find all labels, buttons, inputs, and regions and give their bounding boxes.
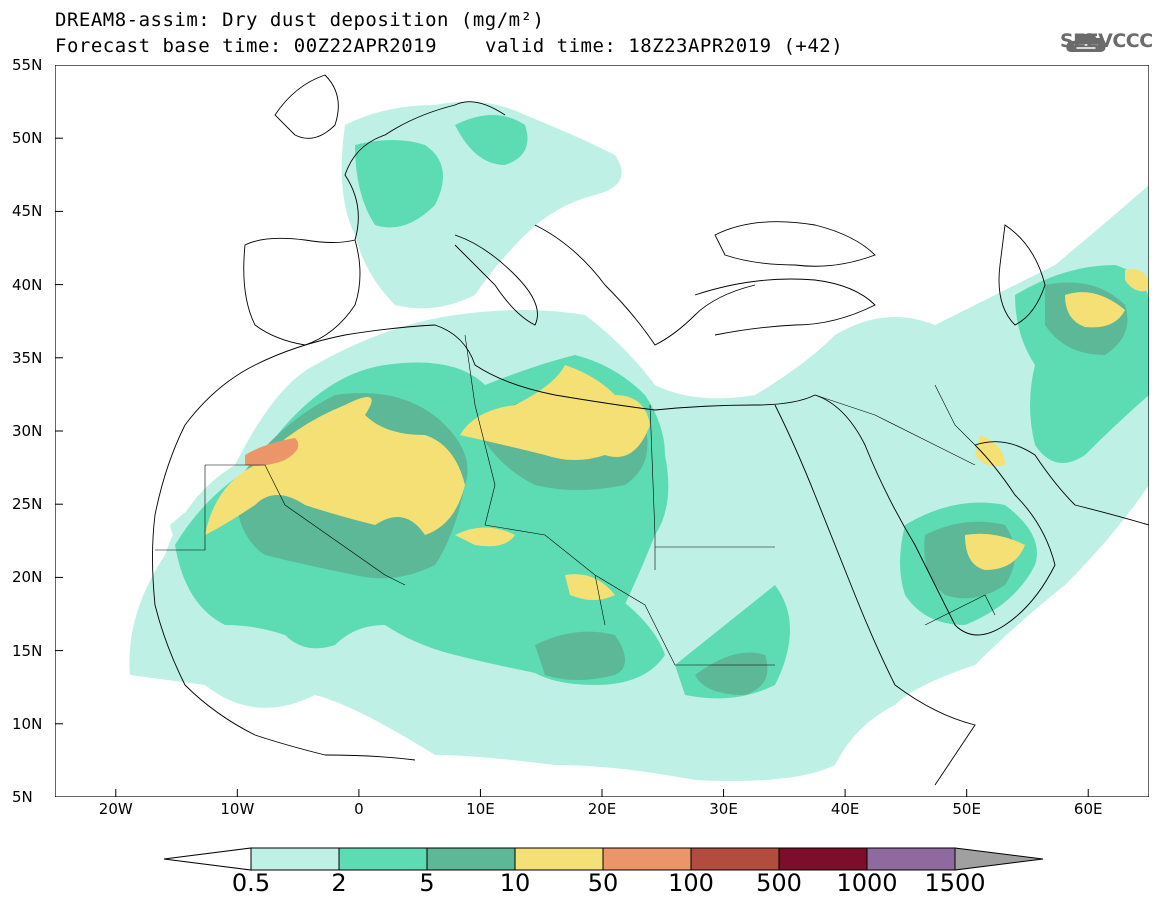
border-saudi <box>814 394 976 466</box>
contour-10-chad <box>455 527 515 547</box>
lon-label: 60E <box>1073 800 1103 818</box>
lat-label: 25N <box>12 495 43 514</box>
coastline-arabia <box>814 394 1056 636</box>
contour-2-germany <box>455 115 528 165</box>
forecast-base-time: Forecast base time: 00Z22APR2019 <box>55 35 438 57</box>
contour-10-arabia <box>965 533 1025 570</box>
legend-label: 500 <box>756 869 802 897</box>
legend-swatch <box>690 847 780 871</box>
lat-label: 20N <box>12 568 43 587</box>
legend-label: 1000 <box>836 869 898 897</box>
coastline-caspian <box>998 224 1046 326</box>
contour-10-pakistan <box>1125 269 1149 292</box>
map-title: DREAM8-assim: Dry dust deposition (mg/m²… <box>55 9 545 31</box>
lon-label: 20E <box>587 800 617 818</box>
legend-label: 100 <box>668 869 714 897</box>
lon-label: 10E <box>466 800 495 818</box>
lat-label: 10N <box>12 714 43 733</box>
coastline-horn <box>894 684 976 786</box>
cloud-logo-icon <box>1066 33 1106 52</box>
coastline-italy <box>454 234 538 326</box>
contour-5-chad <box>535 631 625 680</box>
contour-2-france <box>355 140 443 228</box>
legend-under-triangle <box>163 847 252 871</box>
coastline-north-africa <box>184 324 816 426</box>
lat-label: 55N <box>12 56 43 74</box>
dust-deposition-map <box>55 65 1149 797</box>
lat-label: 15N <box>12 641 43 660</box>
border-mali <box>205 464 406 586</box>
legend-label: 5 <box>419 869 435 897</box>
legend-swatch <box>250 847 340 871</box>
color-legend <box>163 847 1043 871</box>
lat-label: 40N <box>12 275 43 294</box>
lon-label: 0 <box>354 800 364 818</box>
border-iran <box>934 384 976 446</box>
legend-label: 2 <box>331 869 347 897</box>
contour-10-chad-east <box>565 574 615 600</box>
legend-label: 1500 <box>924 869 986 897</box>
border-yemen <box>924 594 996 626</box>
coastline-black-sea <box>714 221 876 267</box>
border-libya-egypt <box>649 404 656 570</box>
lat-label: 30N <box>12 422 43 440</box>
coastline-balkans <box>534 224 756 346</box>
legend-swatch <box>338 847 428 871</box>
border-algeria-libya <box>464 334 496 526</box>
legend-swatch <box>602 847 692 871</box>
lon-label: 40E <box>830 800 860 818</box>
lon-label: 10W <box>220 800 255 818</box>
contour-10-gulf <box>1065 292 1125 328</box>
coastline-iberia <box>243 237 361 346</box>
coastline-uk <box>274 74 339 139</box>
coastline-turkey <box>694 278 876 336</box>
lat-label: 45N <box>12 202 43 221</box>
contour-10-algeria <box>205 397 465 535</box>
lat-label: 35N <box>12 348 43 367</box>
lon-label: 50E <box>952 800 981 818</box>
valid-time: valid time: 18Z23APR2019 (+42) <box>485 35 844 57</box>
legend-label: 10 <box>499 869 531 897</box>
coastline-west-africa <box>152 424 416 761</box>
legend-label: 0.5 <box>231 869 271 897</box>
legend-over-triangle <box>954 847 1043 871</box>
border-mauritania <box>155 465 206 551</box>
lon-label: 30E <box>709 800 738 818</box>
legend-swatch <box>778 847 868 871</box>
lat-label: 5N <box>12 788 33 806</box>
contour-5-sudan <box>695 652 768 695</box>
lon-label: 20W <box>98 800 133 818</box>
logo-text: SEEVCCC <box>1060 30 1153 52</box>
coastline-red-sea <box>774 404 896 686</box>
legend-swatch <box>866 847 956 871</box>
lat-label: 50N <box>12 129 43 148</box>
border-niger-chad <box>484 524 606 626</box>
coastline-gulf <box>974 441 1149 526</box>
border-sudan <box>594 574 775 666</box>
contour-10-libya <box>460 365 650 460</box>
legend-label: 50 <box>587 869 619 897</box>
coastline-france <box>344 101 506 241</box>
contour-50 <box>245 438 299 466</box>
legend-swatch <box>514 847 604 871</box>
legend-swatch <box>426 847 516 871</box>
